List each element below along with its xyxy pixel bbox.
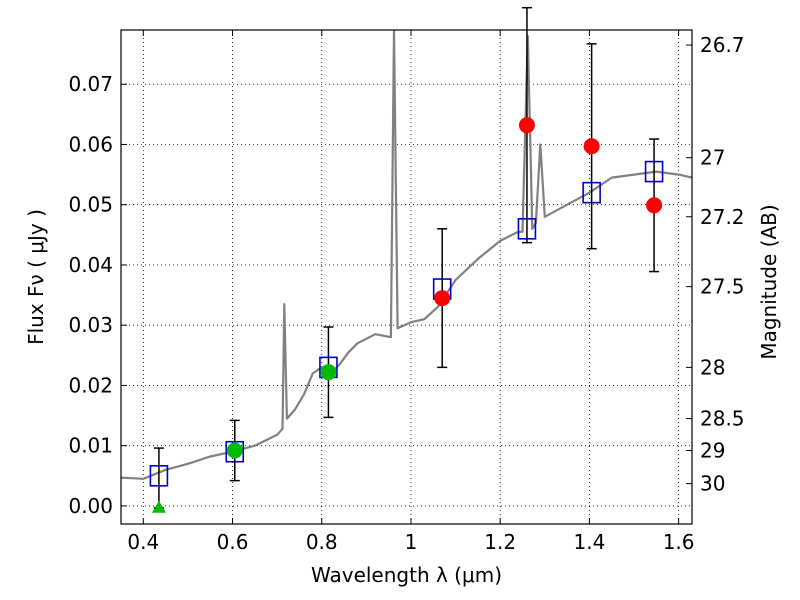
x-tick-label: 1.4 (573, 530, 605, 554)
magnitude-axis-ticks: 26.7 27 27.2 27.5 28 28.5 29 30 (686, 33, 745, 496)
magnitude-axis-label: Magnitude (AB) (757, 204, 781, 359)
y-axis-label: Flux Fν ( μJy ) (24, 209, 48, 345)
y-tick-label: 0.00 (68, 494, 113, 518)
observed-flux-marker (647, 198, 662, 213)
observed-flux-marker (435, 291, 450, 306)
magnitude-tick-label: 27.5 (700, 275, 745, 299)
model-spectrum (121, 30, 692, 479)
y-tick-label: 0.04 (68, 253, 113, 277)
magnitude-tick-label: 27 (700, 146, 725, 170)
x-tick-label: 1.2 (484, 530, 516, 554)
x-axis-ticks: 0.4 0.6 0.8 1 1.2 1.4 1.6 (127, 30, 694, 554)
observed-flux-marker (321, 365, 336, 380)
x-tick-label: 1.6 (663, 530, 695, 554)
y-axis-ticks: 0.00 0.01 0.02 0.03 0.04 0.05 0.06 0.07 (68, 72, 127, 518)
magnitude-tick-label: 28 (700, 355, 725, 379)
x-tick-label: 0.6 (217, 530, 249, 554)
x-tick-label: 0.8 (306, 530, 338, 554)
observed-flux-marker (584, 139, 599, 154)
magnitude-tick-label: 28.5 (700, 407, 745, 431)
y-tick-label: 0.03 (68, 313, 113, 337)
observed-flux-marker (227, 443, 242, 458)
magnitude-tick-label: 26.7 (700, 33, 745, 57)
x-tick-label: 1 (405, 530, 418, 554)
y-tick-label: 0.07 (68, 72, 113, 96)
spectrum-line (121, 30, 692, 479)
observed-flux-marker (519, 118, 534, 133)
y-tick-label: 0.05 (68, 193, 113, 217)
sed-chart: 0.4 0.6 0.8 1 1.2 1.4 1.6 0.00 0.01 0.02 0.03 0.04… (0, 0, 800, 600)
y-tick-label: 0.01 (68, 434, 113, 458)
plot-frame (121, 30, 692, 524)
magnitude-tick-label: 27.2 (700, 205, 745, 229)
magnitude-tick-label: 30 (700, 472, 725, 496)
upper-limit-marker (152, 501, 166, 513)
y-tick-label: 0.02 (68, 373, 113, 397)
grid (121, 30, 692, 524)
x-tick-label: 0.4 (127, 530, 159, 554)
y-tick-label: 0.06 (68, 132, 113, 156)
error-bars (154, 8, 659, 508)
magnitude-tick-label: 29 (700, 439, 725, 463)
x-axis-label: Wavelength λ (μm) (311, 563, 502, 587)
